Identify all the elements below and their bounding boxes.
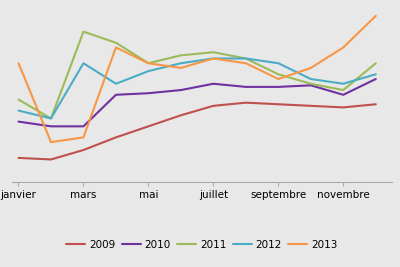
2011	[178, 54, 183, 57]
2013	[48, 140, 53, 144]
2011	[211, 50, 216, 54]
2009	[146, 125, 151, 128]
2009	[211, 104, 216, 107]
2009	[178, 114, 183, 117]
Line: 2011: 2011	[18, 32, 376, 119]
2009	[341, 106, 346, 109]
2010	[244, 85, 248, 88]
2012	[211, 57, 216, 60]
2012	[81, 62, 86, 65]
Line: 2010: 2010	[18, 79, 376, 126]
2012	[114, 82, 118, 85]
2009	[308, 104, 313, 107]
2013	[146, 62, 151, 65]
2012	[244, 57, 248, 60]
2010	[114, 93, 118, 96]
2011	[308, 82, 313, 85]
Line: 2013: 2013	[18, 16, 376, 142]
2013	[276, 77, 281, 81]
2013	[211, 57, 216, 60]
2012	[276, 62, 281, 65]
2013	[178, 66, 183, 70]
2012	[16, 109, 21, 112]
2011	[114, 41, 118, 44]
2011	[146, 62, 151, 65]
2012	[341, 82, 346, 85]
2010	[276, 85, 281, 88]
2013	[81, 136, 86, 139]
2012	[48, 117, 53, 120]
2010	[211, 82, 216, 85]
2009	[114, 136, 118, 139]
2009	[244, 101, 248, 104]
2013	[114, 46, 118, 49]
2013	[244, 62, 248, 65]
2010	[16, 120, 21, 123]
2013	[16, 62, 21, 65]
2012	[178, 62, 183, 65]
2011	[16, 98, 21, 101]
Line: 2009: 2009	[18, 103, 376, 159]
2010	[341, 93, 346, 96]
2013	[308, 66, 313, 70]
2013	[341, 46, 346, 49]
2009	[81, 148, 86, 152]
Legend: 2009, 2010, 2011, 2012, 2013: 2009, 2010, 2011, 2012, 2013	[62, 235, 342, 254]
2013	[373, 14, 378, 18]
2009	[16, 156, 21, 159]
2011	[276, 73, 281, 76]
2011	[81, 30, 86, 33]
2011	[373, 62, 378, 65]
2010	[178, 88, 183, 92]
2009	[373, 103, 378, 106]
2010	[48, 125, 53, 128]
2009	[276, 103, 281, 106]
2011	[48, 117, 53, 120]
2012	[373, 73, 378, 76]
2010	[373, 77, 378, 81]
2010	[146, 92, 151, 95]
2012	[146, 69, 151, 73]
2011	[341, 88, 346, 92]
2010	[81, 125, 86, 128]
2012	[308, 77, 313, 81]
2010	[308, 84, 313, 87]
2009	[48, 158, 53, 161]
Line: 2012: 2012	[18, 58, 376, 119]
2011	[244, 57, 248, 60]
